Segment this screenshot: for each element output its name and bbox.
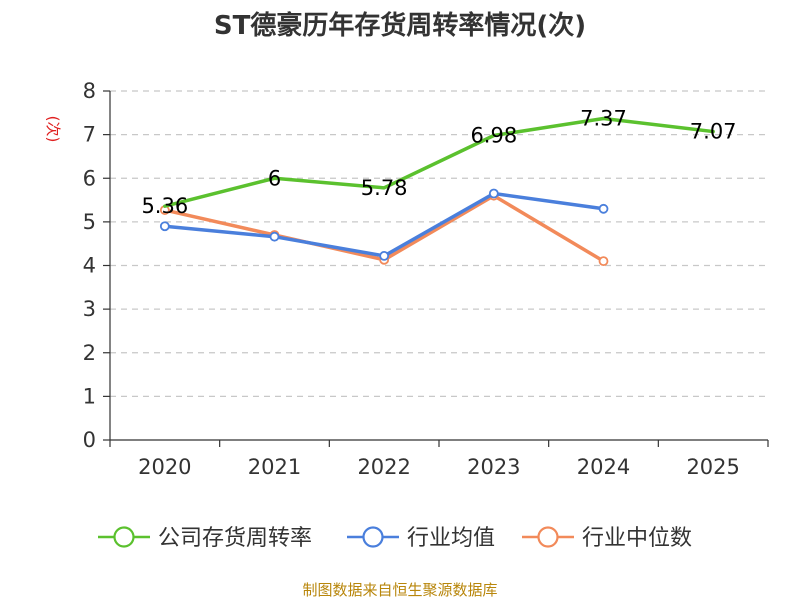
legend-label-0: 公司存货周转率 [158,526,312,551]
data-label-2024: 7.37 [580,106,627,130]
legend-marker-1 [362,526,384,548]
data-label-2022: 5.78 [361,176,408,200]
series-group: 5.36 6 5.78 6.98 7.37 7.07 [141,106,737,267]
legend-item-2[interactable]: 行业中位数 [522,526,692,551]
data-label-2020: 5.36 [141,194,188,218]
y-tick-label-5: 5 [83,210,96,234]
y-tick-label-6: 6 [83,166,96,190]
x-tick-label-2023: 2023 [467,455,520,479]
source-note: 制图数据来自恒生聚源数据库 [302,581,497,599]
chart-title: ST德豪历年存货周转率情况(次) [214,10,586,41]
y-tick-label-1: 1 [83,384,96,408]
point-1-2024 [598,203,609,214]
series-0 [163,116,715,208]
x-tick-label-2020: 2020 [138,455,191,479]
data-label-2021: 6 [268,166,281,190]
y-axis-label: (次) [44,116,62,143]
y-tick-label-4: 4 [83,254,96,278]
legend-label-2: 行业中位数 [582,526,692,551]
data-label-2025: 7.07 [690,120,737,144]
point-1-2021 [269,231,280,242]
legend-marker-2 [537,526,559,548]
point-2-2024 [598,256,609,267]
point-1-2022 [379,251,390,261]
axes: 0 1 2 3 4 5 6 7 8 2020 2021 2022 2023 2024 2025 [83,79,769,479]
series-1 [159,188,609,261]
point-1-2023 [488,188,499,199]
point-1-2020 [159,221,170,232]
y-tick-label-7: 7 [83,123,96,147]
y-tick-label-3: 3 [83,297,96,321]
grid-lines [110,90,768,397]
legend-item-1[interactable]: 行业均值 [347,526,495,551]
y-tick-label-2: 2 [83,341,96,365]
legend[interactable]: 公司存货周转率 行业均值 行业中位数 [98,526,692,551]
legend-label-1: 行业均值 [407,526,495,551]
legend-item-0[interactable]: 公司存货周转率 [98,526,312,551]
legend-marker-0 [113,526,135,548]
y-tick-label-0: 0 [83,428,96,452]
data-label-2023: 6.98 [470,123,517,147]
series-line-0 [163,116,715,208]
x-tick-label-2021: 2021 [248,455,301,479]
y-tick-label-8: 8 [83,79,96,103]
x-tick-label-2024: 2024 [577,455,630,479]
x-tick-label-2022: 2022 [357,455,410,479]
x-tick-label-2025: 2025 [686,455,739,479]
